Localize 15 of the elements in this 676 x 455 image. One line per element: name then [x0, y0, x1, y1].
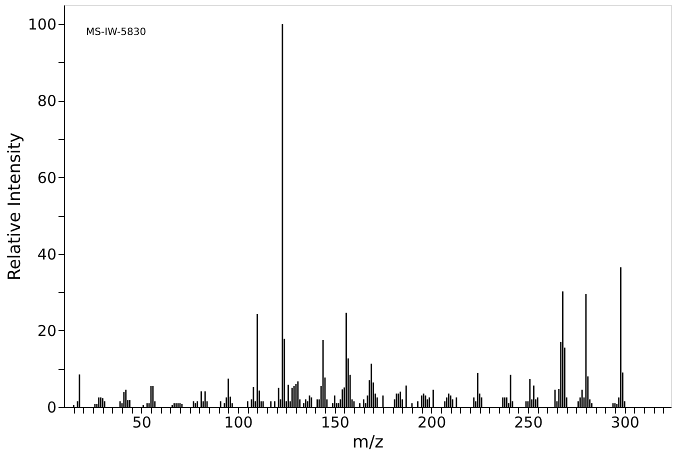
y-tick-label: 40: [37, 245, 56, 264]
x-tick-label: 100: [224, 414, 253, 432]
x-axis-title: m/z: [352, 432, 384, 452]
y-axis-title: Relative Intensity: [4, 132, 25, 280]
x-tick-label: 50: [132, 414, 152, 432]
x-tick-label: 300: [610, 414, 640, 432]
annotation: MS-IW-5830: [86, 27, 146, 38]
y-tick-label: 80: [37, 92, 56, 110]
x-tick-label: 250: [514, 414, 543, 432]
y-tick-label: 60: [37, 168, 56, 187]
y-tick-label: 0: [46, 398, 56, 416]
y-tick-label: 20: [37, 322, 56, 340]
x-tick-label: 200: [417, 414, 446, 432]
y-tick-label: 100: [28, 16, 56, 34]
x-tick-label: 150: [320, 414, 350, 432]
